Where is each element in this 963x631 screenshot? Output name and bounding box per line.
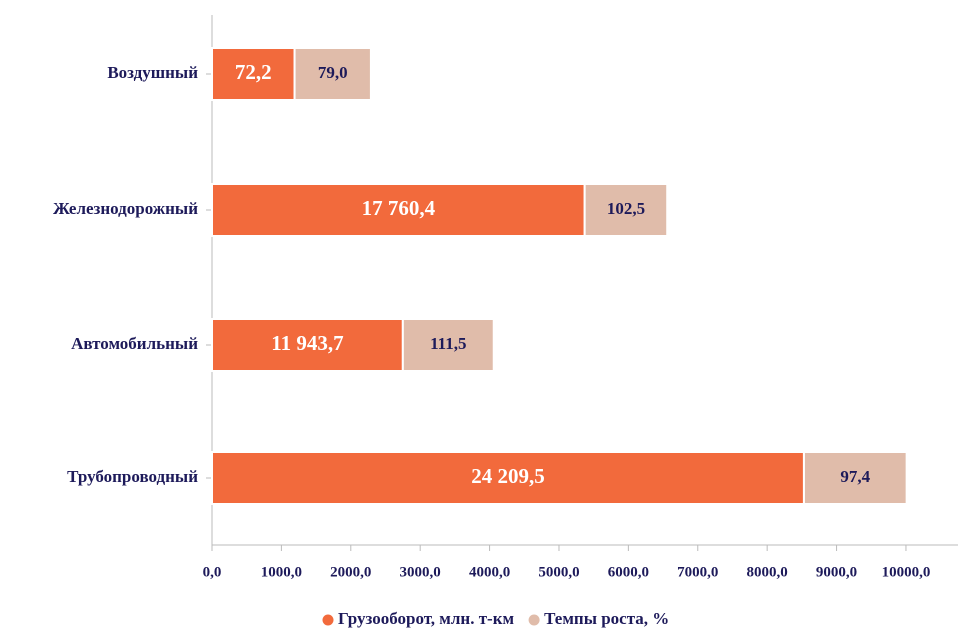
- x-tick-label: 6000,0: [608, 564, 649, 580]
- x-tick-label: 8000,0: [747, 564, 788, 580]
- data-label: 97,4: [840, 467, 870, 486]
- y-tick-label: Трубопроводный: [67, 467, 198, 486]
- x-tick-label: 0,0: [203, 564, 222, 580]
- x-tick-label: 7000,0: [677, 564, 718, 580]
- x-tick-label: 10000,0: [882, 564, 931, 580]
- bar-segment: [583, 183, 669, 237]
- bar-segment: [211, 318, 404, 372]
- x-tick-label: 4000,0: [469, 564, 510, 580]
- data-label: 102,5: [607, 199, 645, 218]
- x-tick-label: 1000,0: [261, 564, 302, 580]
- data-label: 17 760,4: [362, 196, 436, 220]
- bar-segment: [401, 318, 495, 372]
- data-label: 11 943,7: [271, 331, 343, 355]
- x-tick-label: 5000,0: [538, 564, 579, 580]
- y-tick-label: Железнодорожный: [53, 199, 198, 218]
- data-label: 79,0: [318, 63, 348, 82]
- bar-segment: [211, 183, 586, 237]
- legend-swatch: [322, 614, 334, 626]
- legend-label: Темпы роста, %: [544, 609, 669, 628]
- data-label: 24 209,5: [471, 464, 545, 488]
- x-tick-label: 2000,0: [330, 564, 371, 580]
- legend-label: Грузооборот, млн. т-км: [338, 609, 515, 628]
- x-tick-label: 3000,0: [400, 564, 441, 580]
- data-label: 111,5: [430, 334, 466, 353]
- x-tick-label: 9000,0: [816, 564, 857, 580]
- bar-segment: [802, 451, 908, 505]
- bar-segment: [293, 47, 372, 101]
- data-label: 72,2: [235, 60, 272, 84]
- y-tick-label: Автомобильный: [71, 334, 198, 353]
- bar-segment: [211, 451, 805, 505]
- legend-swatch: [528, 614, 540, 626]
- y-tick-label: Воздушный: [107, 63, 198, 82]
